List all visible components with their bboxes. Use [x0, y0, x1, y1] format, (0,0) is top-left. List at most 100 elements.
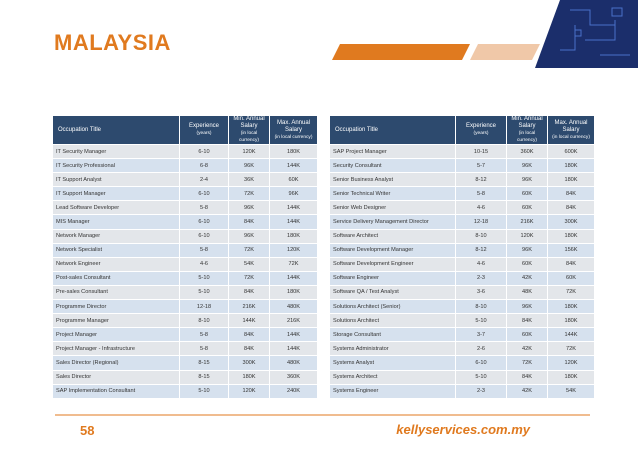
occupation: Senior Technical Writer — [330, 187, 455, 201]
cell: 8-10 — [456, 229, 506, 243]
table-row: Software Architect 8-10 120K 180K — [330, 229, 594, 243]
cell: 60K — [507, 187, 547, 201]
cell: 180K — [548, 314, 594, 328]
table-row: Systems Analyst 6-10 72K 120K — [330, 356, 594, 370]
header-label: Experience — [188, 123, 220, 129]
cell: 144K — [229, 314, 269, 328]
table-row: Storage Consultant 3-7 60K 144K — [330, 328, 594, 342]
header-row: Occupation Title Experience (years) Min. An… — [330, 116, 594, 144]
header-label: Min. Annual Salary — [233, 116, 265, 129]
cell: 72K — [229, 243, 269, 257]
cell: 4-6 — [456, 201, 506, 215]
header-note: (in local currency) — [274, 134, 313, 140]
cell: 96K — [229, 159, 269, 173]
cell: 60K — [507, 257, 547, 271]
salary-table: Occupation Title Experience (years) Min. An… — [52, 115, 318, 399]
table-row: Lead Software Developer 5-8 96K 144K — [53, 201, 317, 215]
column-header: Max. Annual Salary (in local currency) — [270, 116, 317, 144]
occupation: Systems Engineer — [330, 384, 455, 398]
cell: 84K — [507, 370, 547, 384]
table-row: Senior Technical Writer 5-8 60K 84K — [330, 187, 594, 201]
cell: 36K — [229, 173, 269, 187]
cell: 5-10 — [180, 285, 228, 300]
orange-band — [332, 44, 470, 60]
cell: 72K — [270, 257, 317, 271]
cell: 216K — [270, 314, 317, 328]
header-note: (in local currency) — [552, 134, 590, 140]
cell: 84K — [229, 328, 269, 342]
table-row: Systems Architect 5-10 84K 180K — [330, 370, 594, 384]
occupation: SAP Implementation Consultant — [53, 384, 179, 398]
column-header: Experience (years) — [456, 116, 506, 144]
table-body: IT Security Manager 6-10 120K 180K IT Securi… — [53, 145, 317, 398]
cell: 144K — [270, 215, 317, 229]
occupation: Systems Analyst — [330, 356, 455, 370]
cell: 8-10 — [456, 300, 506, 314]
cell: 96K — [507, 243, 547, 257]
occupation: MIS Manager — [53, 215, 179, 229]
table-row: Sales Director 8-15 180K 360K — [53, 370, 317, 384]
cell: 5-8 — [456, 187, 506, 201]
occupation: Software QA / Test Analyst — [330, 285, 455, 300]
table-row: Software Development Manager 8-12 96K 156K — [330, 243, 594, 257]
cell: 144K — [548, 328, 594, 342]
header-note: (years) — [196, 131, 212, 136]
cell: 180K — [548, 173, 594, 187]
cell: 5-8 — [180, 328, 228, 342]
cell: 144K — [270, 342, 317, 356]
cell: 5-10 — [180, 384, 228, 398]
table-row: IT Support Analyst 2-4 36K 60K — [53, 173, 317, 187]
cell: 6-10 — [180, 145, 228, 159]
occupation: Solutions Architect (Senior) — [330, 300, 455, 314]
table-row: SAP Project Manager 10-15 360K 600K — [330, 145, 594, 159]
cell: 600K — [548, 145, 594, 159]
cell: 8-10 — [180, 314, 228, 328]
cell: 8-12 — [456, 243, 506, 257]
occupation: Project Manager — [53, 328, 179, 342]
column-header: Experience (years) — [180, 116, 228, 144]
table-row: IT Security Manager 6-10 120K 180K — [53, 145, 317, 159]
occupation: Programme Manager — [53, 314, 179, 328]
cell: 12-18 — [456, 215, 506, 229]
cell: 42K — [507, 342, 547, 356]
cell: 180K — [548, 300, 594, 314]
header-label: Occupation Title — [58, 126, 102, 133]
table-row: IT Support Manager 6-10 72K 96K — [53, 187, 317, 201]
cell: 84K — [548, 201, 594, 215]
table-row: Programme Manager 8-10 144K 216K — [53, 314, 317, 328]
cell: 2-4 — [180, 173, 228, 187]
cell: 84K — [548, 187, 594, 201]
cell: 48K — [507, 285, 547, 300]
cell: 42K — [507, 384, 547, 398]
cell: 120K — [548, 356, 594, 370]
cell: 360K — [507, 145, 547, 159]
cell: 10-15 — [456, 145, 506, 159]
table-row: Senior Business Analyst 8-12 96K 180K — [330, 173, 594, 187]
page-number: 58 — [80, 423, 95, 438]
column-header: Max. Annual Salary (in local currency) — [548, 116, 594, 144]
cell: 12-18 — [180, 300, 228, 314]
occupation: IT Support Analyst — [53, 173, 179, 187]
occupation: SAP Project Manager — [330, 145, 455, 159]
cell: 216K — [229, 300, 269, 314]
cell: 8-15 — [180, 356, 228, 370]
cell: 60K — [507, 201, 547, 215]
table-row: Network Specialist 5-8 72K 120K — [53, 243, 317, 257]
cell: 6-10 — [180, 187, 228, 201]
table-row: Post-sales Consultant 5-10 72K 144K — [53, 271, 317, 285]
table-row: Systems Engineer 2-3 42K 54K — [330, 384, 594, 398]
column-header: Min. Annual Salary (in local currency) — [229, 116, 269, 144]
occupation: Lead Software Developer — [53, 201, 179, 215]
column-header: Occupation Title — [330, 116, 455, 144]
cell: 42K — [507, 271, 547, 285]
page-title: MALAYSIA — [54, 30, 171, 55]
cell: 54K — [548, 384, 594, 398]
cell: 5-8 — [180, 243, 228, 257]
table-row: Senior Web Designer 4-6 60K 84K — [330, 201, 594, 215]
occupation: Network Manager — [53, 229, 179, 243]
header-label: Max. Annual Salary — [276, 119, 311, 133]
cell: 300K — [548, 215, 594, 229]
cell: 60K — [507, 328, 547, 342]
